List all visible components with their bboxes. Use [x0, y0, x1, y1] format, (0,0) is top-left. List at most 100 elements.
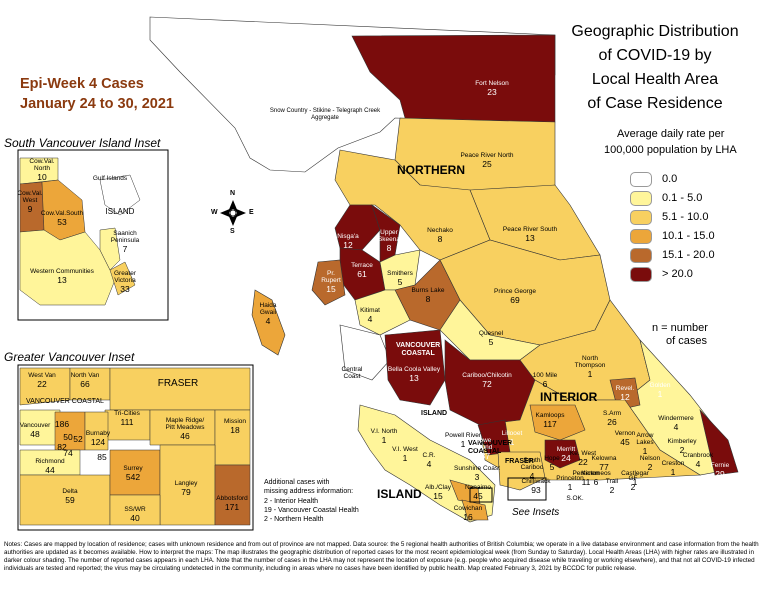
legend-label-4: 15.1 - 20.0 [662, 249, 715, 261]
lha-label-17: Cariboo/Chilcotin 72 [462, 372, 512, 389]
lha-label-name: GF [628, 475, 638, 482]
legend-label-0: 0.0 [662, 173, 678, 185]
legend-swatch-1 [630, 191, 652, 206]
lha-label-31: Kimberley 2 [668, 438, 697, 455]
lha-label-24: Lillooet 1 [502, 430, 523, 447]
gv-label-name: Maple Ridge/ Pitt Meadows [165, 417, 205, 431]
gv-label-count: 186 [54, 419, 70, 429]
see-insets-label: See Insets [512, 507, 560, 518]
lha-label-name: Princeton [556, 475, 584, 482]
lha-label-3: Peace River South 13 [503, 226, 557, 243]
lha-label-count: 4 [673, 422, 679, 432]
lha-label-name: Kelowna [591, 455, 617, 462]
lha-label-name: S.Arm [602, 410, 622, 417]
lha-label-count: 1 [657, 389, 663, 399]
lha-label-20: Golden 1 [650, 382, 671, 399]
lha-label-47: V.I. North 1 [371, 428, 398, 445]
si-label-count: 7 [122, 244, 128, 254]
lha-label-count: 2 [647, 462, 653, 472]
lha-label-name: Bella Coola Valley [387, 366, 441, 373]
lha-label-name: Upper Skeena [377, 229, 401, 243]
lha-label-count: 5 [549, 462, 555, 472]
si-label-count: 13 [57, 275, 67, 285]
lha-label-50: Powell River 1 [445, 432, 481, 449]
lha-label-42: Chilliwack 93 [522, 478, 551, 495]
lha-label-name: Creston [661, 460, 685, 467]
lha-label-name: Kimberley [667, 438, 697, 445]
gv-label-name: Vancouver [19, 422, 51, 429]
lha-label-name: Prince George [494, 288, 536, 295]
lha-label-0: Fort Nelson 23 [475, 80, 509, 97]
compass-w: W [211, 209, 218, 216]
gv-label-1: North Van 66 [71, 372, 100, 389]
lha-label-name: Windermere [658, 415, 694, 422]
gv-label-name: Tri-Cities [114, 410, 140, 417]
lha-label-34: Creston 1 [662, 460, 685, 477]
lha-label-count: 2 [679, 445, 685, 455]
lha-label-count: 26 [607, 417, 617, 427]
lha-label-39: S.OK. [566, 495, 583, 502]
gv-label-count: 66 [80, 379, 90, 389]
lha-label-23: Kamloops 117 [536, 412, 565, 429]
si-label-name: Gulf Islands [92, 175, 128, 182]
lha-label-37: Trail 2 [606, 478, 618, 495]
lha-label-count: 8 [437, 234, 443, 244]
map-title-line-3: Local Health Area [591, 71, 719, 88]
lha-label-name: V.I. West [392, 446, 418, 453]
gv-label-name: West Van [28, 372, 56, 379]
lha-label-count: 6 [593, 477, 599, 487]
lha-label-15: Central Coast [342, 366, 363, 380]
lha-label-29: Vernon 45 [615, 430, 636, 447]
gv-label-count: 46 [180, 431, 190, 441]
additional-cases-item-3: 2 - Northern Health [264, 516, 324, 523]
lha-nechako [334, 149, 491, 261]
lha-label-count: 1 [509, 437, 515, 447]
map-title-line-2: of COVID-19 by [598, 47, 712, 64]
lha-label-22: Windermere 4 [658, 415, 693, 432]
lha-label-16: Bella Coola Valley 13 [388, 366, 440, 383]
lha-label-43: Keremeos 6 [581, 470, 611, 487]
lha-label-7: Terrace 61 [351, 262, 373, 279]
lha-label-18: 100 Mile 6 [533, 372, 558, 389]
compass-e: E [249, 209, 254, 216]
lha-label-name: Penticton [572, 470, 600, 477]
gv-label-16: Delta 59 [62, 488, 77, 505]
lha-label-name: Merritt [556, 446, 576, 453]
lha-kamloops [529, 404, 586, 441]
region-vancouver-coastal: VANCOUVER COASTAL [396, 342, 441, 357]
greater-vancouver-inset-title: Greater Vancouver Inset [4, 350, 135, 364]
lha-label-count: 117 [543, 419, 557, 429]
lha-label-name: Nelson [639, 455, 661, 462]
lha-label-count: 12 [343, 240, 353, 250]
gv-label-count: 52 [73, 434, 83, 444]
lha-label-count: 16 [463, 512, 473, 522]
si-label-count: 9 [27, 204, 33, 214]
lha-label-14: Quesnel 5 [479, 330, 503, 347]
legend-title-1: Average daily rate per [617, 128, 725, 140]
lha-haida-gwaii [251, 289, 286, 356]
lha-label-name: Golden [649, 382, 671, 389]
map-title-line-4: of Case Residence [587, 95, 723, 112]
region-island: ISLAND [377, 487, 422, 501]
lha-label-count: 93 [531, 485, 541, 495]
gv-label-19: SS/WR 40 [124, 506, 145, 523]
gv-label-count: 22 [37, 379, 47, 389]
lha-label-count: 72 [482, 379, 492, 389]
legend-swatch-0 [630, 172, 652, 187]
lha-label-name: Powell River [444, 432, 482, 439]
lha-label-10: Burns Lake 8 [412, 287, 445, 304]
lha-label-name: South Cariboo [520, 457, 544, 471]
lha-label-6: Upper Skeena 8 [378, 229, 400, 253]
region-interior: INTERIOR [540, 390, 598, 404]
lha-merritt [544, 439, 581, 469]
region-vc-small: VANCOUVER COASTAL [468, 440, 513, 455]
gv-label-name: North Van [70, 372, 100, 379]
lha-label-count: 69 [510, 295, 520, 305]
see-insets-box-2 [469, 487, 493, 503]
gv-label-count: 85 [97, 452, 107, 462]
si-label-0: Cow.Val. North 10 [29, 158, 54, 182]
region-island-small: ISLAND [421, 410, 448, 417]
lha-label-name: Quesnel [478, 330, 504, 337]
lha-label-name: Cariboo/Chilcotin [462, 372, 512, 379]
lha-label-name: Hope [544, 455, 560, 462]
